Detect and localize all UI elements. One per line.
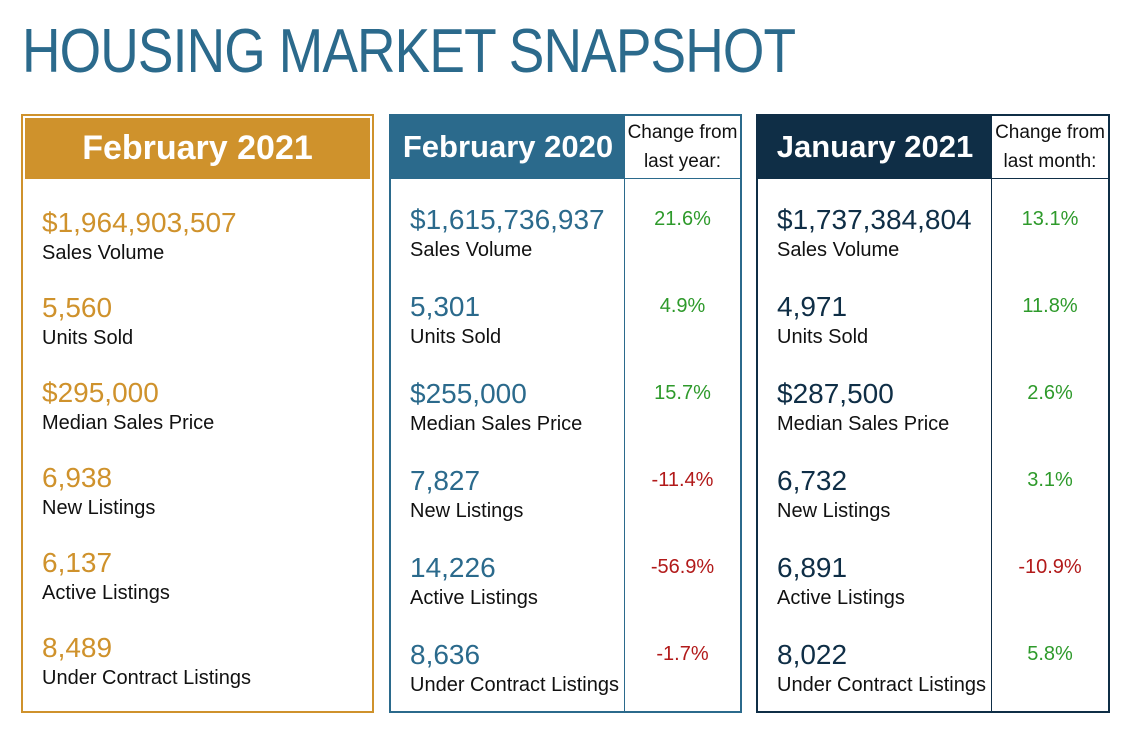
metric-value: $1,737,384,804 (777, 204, 972, 235)
column-divider (991, 116, 992, 711)
metric-units-sold: 5,560 Units Sold (42, 292, 133, 350)
change-value: -1.7% (656, 643, 709, 665)
metric-new-listings: 6,938 New Listings (42, 462, 155, 520)
metric-under-contract-listings: 8,636 Under Contract Listings (410, 639, 619, 697)
metric-active-listings: 6,891 Active Listings (777, 552, 905, 610)
change-value: 2.6% (1027, 382, 1073, 404)
metric-active-listings: 6,137 Active Listings (42, 547, 170, 605)
change-heading-line-1: Change from (995, 122, 1105, 143)
metric-value: 6,891 (777, 552, 848, 583)
metric-median-sales-price: $255,000 Median Sales Price (410, 378, 582, 436)
change-value: -56.9% (650, 556, 715, 578)
metric-value: 6,137 (42, 547, 113, 578)
metric-label: Active Listings (777, 587, 905, 609)
last-year-heading: February 2020 (391, 116, 625, 178)
header-divider (758, 178, 1108, 179)
metric-value: $1,964,903,507 (42, 207, 237, 238)
metric-value: $295,000 (42, 377, 159, 408)
change-from-last-month-heading: Change from last month: (992, 116, 1108, 178)
change-value: 5.8% (1027, 643, 1073, 665)
last-year-panel: February 2020 Change from last year: $1,… (389, 114, 742, 713)
column-divider (624, 116, 625, 711)
metric-label: Sales Volume (42, 242, 165, 264)
metric-new-listings: 7,827 New Listings (410, 465, 523, 523)
metric-under-contract-listings: 8,489 Under Contract Listings (42, 632, 251, 690)
metric-sales-volume: $1,737,384,804 Sales Volume (777, 204, 972, 262)
last-month-heading: January 2021 (758, 116, 992, 178)
metric-units-sold: 5,301 Units Sold (410, 291, 501, 349)
metric-value: 8,636 (410, 639, 481, 670)
change-value: 3.1% (1027, 469, 1073, 491)
current-month-heading: February 2021 (25, 118, 370, 179)
current-month-panel: February 2021 $1,964,903,507 Sales Volum… (21, 114, 374, 713)
metric-median-sales-price: $287,500 Median Sales Price (777, 378, 949, 436)
metric-value: 8,489 (42, 632, 113, 663)
metric-value: 6,732 (777, 465, 848, 496)
metric-value: 8,022 (777, 639, 848, 670)
metric-sales-volume: $1,964,903,507 Sales Volume (42, 207, 237, 265)
metric-value: $1,615,736,937 (410, 204, 605, 235)
metric-label: New Listings (410, 500, 524, 522)
metric-label: New Listings (777, 500, 891, 522)
metric-label: Units Sold (777, 326, 869, 348)
metric-value: 14,226 (410, 552, 496, 583)
change-value: 13.1% (1021, 208, 1079, 230)
metric-label: Active Listings (42, 582, 170, 604)
metric-value: $287,500 (777, 378, 894, 409)
metric-median-sales-price: $295,000 Median Sales Price (42, 377, 214, 435)
metric-label: Under Contract Listings (777, 674, 986, 696)
change-from-last-year-heading: Change from last year: (625, 116, 740, 178)
metric-value: 5,560 (42, 292, 113, 323)
metric-label: Sales Volume (777, 239, 900, 261)
metric-sales-volume: $1,615,736,937 Sales Volume (410, 204, 605, 262)
change-value: 4.9% (659, 295, 706, 317)
change-heading-line-2: last month: (1003, 151, 1097, 172)
metric-under-contract-listings: 8,022 Under Contract Listings (777, 639, 986, 697)
header-divider (391, 178, 740, 179)
metric-value: 7,827 (410, 465, 481, 496)
last-month-panel: January 2021 Change from last month: $1,… (756, 114, 1110, 713)
metric-label: Median Sales Price (410, 413, 583, 435)
metric-label: Units Sold (42, 327, 134, 349)
metric-value: $255,000 (410, 378, 527, 409)
metric-value: 5,301 (410, 291, 481, 322)
change-value: -11.4% (651, 469, 714, 491)
metric-label: Sales Volume (410, 239, 533, 261)
metric-label: Under Contract Listings (42, 667, 251, 689)
change-heading-line-2: last year: (643, 151, 722, 172)
change-value: 11.8% (1022, 295, 1078, 317)
page-title: HOUSING MARKET SNAPSHOT (22, 17, 796, 86)
change-value: -10.9% (1018, 556, 1082, 578)
metric-label: Active Listings (410, 587, 538, 609)
metric-label: Median Sales Price (42, 412, 215, 434)
metric-units-sold: 4,971 Units Sold (777, 291, 868, 349)
metric-label: Units Sold (410, 326, 502, 348)
metric-value: 6,938 (42, 462, 113, 493)
metric-new-listings: 6,732 New Listings (777, 465, 890, 523)
metric-value: 4,971 (777, 291, 848, 322)
metric-label: New Listings (42, 497, 156, 519)
metric-active-listings: 14,226 Active Listings (410, 552, 538, 610)
change-value: 15.7% (654, 382, 711, 404)
change-heading-line-1: Change from (627, 122, 738, 143)
metric-label: Under Contract Listings (410, 674, 619, 696)
change-value: 21.6% (654, 208, 711, 230)
metric-label: Median Sales Price (777, 413, 950, 435)
